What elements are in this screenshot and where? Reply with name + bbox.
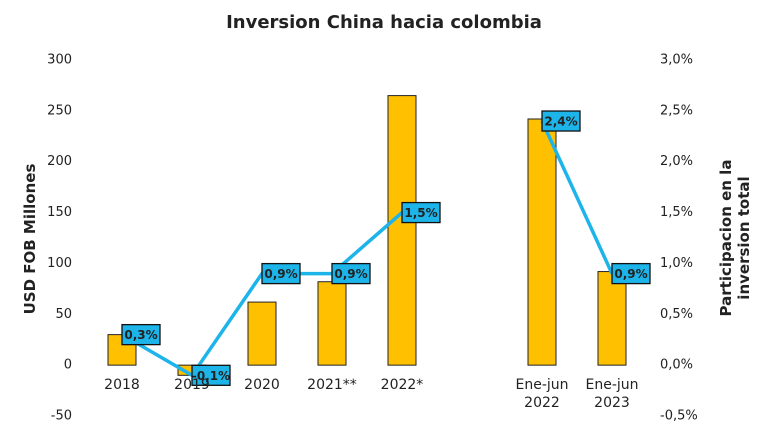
data-label: 0,3%: [124, 328, 157, 342]
y2-tick-label: 1,5%: [660, 205, 693, 220]
x-tick-label: 2021**: [307, 377, 357, 394]
y2-tick-label: 3,0%: [660, 53, 693, 68]
bar: [527, 118, 557, 366]
chart-title: Inversion China hacia colombia: [226, 12, 542, 33]
y2-tick-label: 2,5%: [660, 103, 693, 118]
label-box: [331, 262, 371, 285]
y2-tick-label: 1,0%: [660, 256, 693, 271]
bar: [317, 281, 347, 366]
data-label: -0,1%: [192, 369, 230, 383]
x-tick-label: Ene-jun 2022: [515, 377, 569, 412]
label-box: [611, 262, 651, 285]
y-tick-label: 100: [47, 256, 72, 271]
y-axis-title: USD FOB Millones: [21, 163, 39, 315]
bar: [387, 95, 417, 366]
y2-tick-label: -0,5%: [660, 409, 698, 424]
label-box: [261, 262, 301, 285]
label-box: [541, 110, 581, 132]
data-label: 0,9%: [614, 267, 647, 281]
label-box: [191, 364, 231, 386]
data-label: 0,9%: [264, 267, 297, 281]
x-tick-label: 2018: [104, 377, 140, 394]
y-tick-label: 300: [47, 53, 72, 68]
label-box: [121, 323, 161, 346]
y-tick-label: 0: [64, 358, 72, 373]
y2-tick-label: 0,0%: [660, 358, 693, 373]
y2-axis-title: Participacion en la inversion total: [717, 159, 753, 317]
y-tick-label: 50: [55, 307, 72, 322]
y-tick-label: 150: [47, 205, 72, 220]
data-label: 2,4%: [544, 115, 577, 129]
y2-tick-label: 2,0%: [660, 154, 693, 169]
x-tick-label: Ene-jun 2023: [585, 377, 639, 412]
bar: [247, 301, 277, 366]
x-tick-label: 2022*: [380, 377, 424, 394]
data-label: 0,9%: [334, 267, 367, 281]
label-box: [401, 201, 441, 224]
y-tick-label: 200: [47, 154, 72, 169]
y-tick-label: 250: [47, 103, 72, 118]
data-label: 1,5%: [404, 206, 437, 220]
bar: [597, 271, 627, 366]
y2-tick-label: 0,5%: [660, 307, 693, 322]
x-tick-label: 2020: [244, 377, 280, 394]
y-tick-label: -50: [51, 409, 72, 424]
x-tick-label: 2019: [174, 377, 210, 394]
